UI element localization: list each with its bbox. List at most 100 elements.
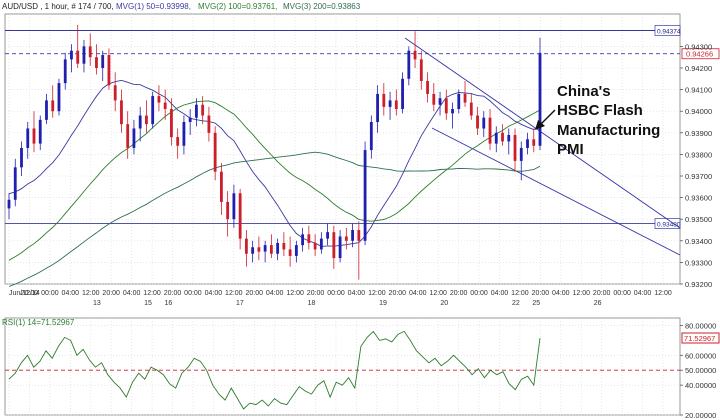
current-price-tag: 0.94266 bbox=[686, 50, 713, 59]
candle-body bbox=[344, 236, 348, 241]
candle-body bbox=[226, 201, 230, 220]
candle-body bbox=[188, 117, 192, 122]
rsi-tick-label: 50.00000 bbox=[685, 366, 716, 375]
candle-body bbox=[282, 242, 286, 250]
time-tick-label: 12:00 bbox=[82, 290, 100, 297]
channel-upper-line bbox=[404, 37, 681, 229]
candle-body bbox=[469, 102, 473, 116]
day-label: 19 bbox=[379, 300, 387, 307]
time-tick-label: 20:00 bbox=[532, 290, 550, 297]
candle-body bbox=[501, 132, 504, 142]
annotation-line-2: HSBC Flash bbox=[557, 102, 643, 119]
candle-body bbox=[482, 117, 486, 129]
support-price-tag: 0.93480 bbox=[657, 222, 681, 229]
time-tick-label: 20:00 bbox=[389, 290, 407, 297]
time-tick-label: 20:00 bbox=[245, 290, 263, 297]
candle-body bbox=[444, 98, 448, 114]
candle-body bbox=[376, 93, 379, 122]
rsi-tick-label: 60.00000 bbox=[685, 351, 716, 360]
candle-body bbox=[82, 46, 86, 64]
candle-body bbox=[163, 102, 167, 110]
day-label: 25 bbox=[532, 300, 540, 307]
price-tick-label: 0.93700 bbox=[685, 172, 712, 181]
mvg1-line bbox=[8, 79, 541, 247]
axis-layer: 0.94300 0.94200 0.94100 0.94000 0.93900 0.938… bbox=[9, 42, 716, 420]
rsi-line bbox=[8, 330, 541, 410]
rsi-panel-frame bbox=[4, 317, 681, 416]
candle-body bbox=[507, 134, 511, 142]
candle-body bbox=[457, 93, 461, 110]
candle-body bbox=[382, 93, 386, 107]
candle-body bbox=[32, 128, 36, 144]
time-tick-label: 04:00 bbox=[409, 290, 427, 297]
time-tick-label: 12:00 bbox=[225, 290, 243, 297]
rsi-tick-label: 20.00000 bbox=[685, 411, 716, 420]
day-label: 22 bbox=[512, 300, 520, 307]
time-tick-label: 12:00 bbox=[511, 290, 529, 297]
candle-body bbox=[357, 230, 361, 241]
rsi-tick-label: 40.00000 bbox=[685, 381, 716, 390]
candle-body bbox=[132, 128, 136, 148]
candle-layer bbox=[7, 24, 542, 280]
price-tick-label: 0.94300 bbox=[685, 42, 712, 51]
price-tick-label: 0.93600 bbox=[685, 194, 712, 203]
time-tick-label: 04:00 bbox=[491, 290, 509, 297]
candle-body bbox=[426, 80, 429, 94]
candle-body bbox=[120, 100, 123, 125]
candle-body bbox=[369, 122, 373, 151]
candle-body bbox=[432, 93, 436, 105]
time-tick-label: 04:00 bbox=[634, 290, 652, 297]
time-tick-label: 20:00 bbox=[307, 290, 325, 297]
candle-body bbox=[294, 245, 298, 256]
candle-body bbox=[126, 124, 130, 148]
time-tick-label: 00:00 bbox=[470, 290, 488, 297]
candle-body bbox=[451, 109, 454, 114]
candle-body bbox=[95, 57, 98, 68]
day-label: 13 bbox=[93, 300, 101, 307]
time-tick-label: 12:00 bbox=[654, 290, 672, 297]
candle-body bbox=[138, 115, 142, 129]
time-tick-label: 12:00 bbox=[143, 290, 161, 297]
candle-body bbox=[388, 100, 392, 107]
price-tick-label: 0.93900 bbox=[685, 129, 712, 138]
rsi-label: RSI(1) 14=71.52967 bbox=[2, 318, 75, 327]
rsi-layer bbox=[5, 330, 680, 410]
annotation-line-1: China's bbox=[557, 83, 611, 100]
candle-body bbox=[232, 193, 236, 220]
time-tick-label: 04:00 bbox=[266, 290, 284, 297]
candle-body bbox=[269, 245, 273, 254]
candle-body bbox=[319, 238, 323, 250]
candle-body bbox=[488, 117, 492, 144]
candle-body bbox=[413, 50, 417, 60]
time-tick-label: 04:00 bbox=[205, 290, 223, 297]
candle-body bbox=[145, 115, 148, 125]
candle-body bbox=[207, 115, 211, 133]
time-tick-label: 12:00 bbox=[368, 290, 386, 297]
price-panel-frame bbox=[4, 13, 681, 285]
candle-body bbox=[51, 100, 55, 112]
time-tick-label: 04:00 bbox=[123, 290, 141, 297]
current-price-box bbox=[681, 48, 720, 60]
candle-body bbox=[113, 85, 117, 101]
time-tick-label: 20:00 bbox=[102, 290, 120, 297]
candle-body bbox=[526, 139, 529, 148]
price-tick-label: 0.94000 bbox=[685, 107, 712, 116]
time-tick-label: 00:00 bbox=[41, 290, 59, 297]
candle-body bbox=[338, 236, 342, 259]
candle-body bbox=[463, 93, 467, 103]
candle-body bbox=[57, 83, 61, 112]
time-tick-label: 12:00 bbox=[429, 290, 447, 297]
candle-body bbox=[313, 242, 317, 250]
channel-lower-line bbox=[431, 127, 681, 256]
candle-body bbox=[219, 171, 223, 202]
moving-average-layer bbox=[8, 79, 541, 287]
support-price-tag-box bbox=[654, 218, 681, 229]
price-tick-label: 0.93800 bbox=[685, 150, 712, 159]
price-tick-label: 0.93200 bbox=[685, 280, 712, 289]
level-layer: 0.94374 0.93480 0.94266 bbox=[5, 25, 720, 256]
candle-body bbox=[513, 134, 517, 161]
pmi-annotation: China's HSBC Flash Manufacturing PMI bbox=[557, 83, 660, 158]
candle-body bbox=[307, 234, 311, 243]
